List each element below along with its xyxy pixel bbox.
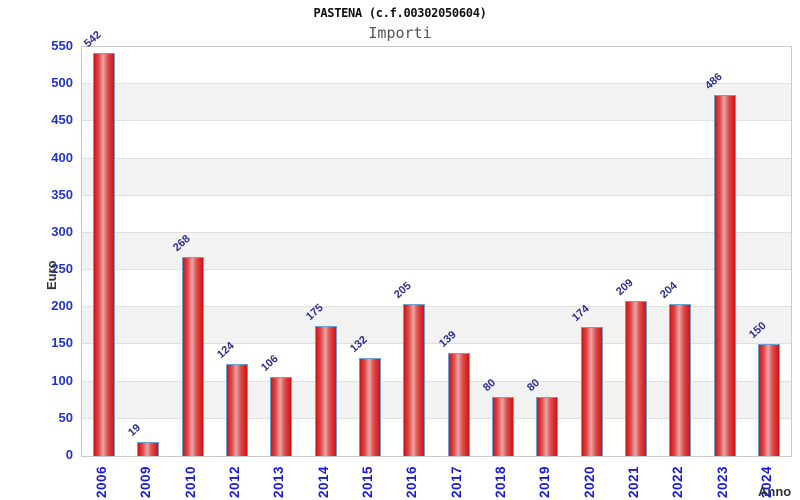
x-tick-label: 2016 (404, 465, 420, 498)
y-tick-label: 500 (51, 75, 73, 91)
y-tick-label: 450 (51, 112, 73, 128)
x-tick-label: 2017 (448, 465, 464, 498)
bar-2015 (359, 357, 382, 456)
y-tick-label: 550 (51, 38, 73, 53)
y-tick-label: 0 (65, 447, 73, 462)
x-tick-label: 2006 (94, 465, 110, 498)
x-tick-label: 2014 (315, 465, 331, 498)
bar-2017 (447, 352, 470, 456)
bar-2024 (757, 344, 780, 456)
y-tick-label: 200 (51, 298, 73, 314)
bar-2019 (536, 396, 559, 456)
x-tick-label: 2020 (581, 465, 597, 498)
bar-2020 (580, 326, 603, 456)
plot-area: 542 19 268 124 106 175 132 205 139 80 80 174 209 204 4… (81, 29, 792, 457)
bar-2010 (181, 256, 204, 456)
x-tick-label: 2015 (360, 465, 376, 498)
chart-title: PASTENA (c.f.00302050604) (313, 6, 487, 20)
gridline (82, 232, 791, 233)
x-tick-label: 2021 (625, 465, 641, 498)
bar-2021 (624, 300, 647, 456)
y-tick-label: 50 (58, 409, 73, 425)
bar-2014 (314, 325, 337, 456)
bar-2023 (713, 94, 736, 456)
x-tick-label: 2009 (138, 465, 154, 498)
grid-band (82, 47, 791, 85)
x-tick-label: 2013 (271, 465, 287, 498)
grid-band (82, 195, 791, 233)
gridline (82, 418, 791, 419)
gridline (82, 381, 791, 382)
x-tick-label: 2018 (492, 465, 508, 498)
y-tick-label: 100 (51, 372, 73, 388)
x-tick-label: 2010 (182, 465, 198, 498)
gridline (82, 83, 791, 84)
y-tick-label: 350 (51, 186, 73, 202)
bar-2018 (491, 396, 514, 456)
gridline (82, 158, 791, 159)
chart-subtitle: Importi (368, 24, 432, 42)
gridline (82, 120, 791, 121)
x-axis-title: Anno (758, 484, 792, 499)
y-axis-title: Euro (44, 260, 59, 290)
grid-band (82, 84, 791, 122)
grid-band (82, 121, 791, 159)
bar-2006 (93, 52, 116, 456)
gridline (82, 343, 791, 344)
bar-2022 (669, 304, 692, 456)
y-tick-label: 400 (51, 149, 73, 165)
bar-2013 (270, 377, 293, 456)
gridline (82, 195, 791, 196)
y-tick-label: 300 (51, 223, 73, 239)
bar-2009 (137, 441, 160, 456)
x-tick-label: 2023 (714, 465, 730, 498)
bar-2016 (403, 303, 426, 456)
x-tick-label: 2022 (670, 465, 686, 498)
grid-band (82, 158, 791, 196)
gridline (82, 306, 791, 307)
bar-2012 (226, 363, 249, 456)
y-tick-label: 150 (51, 335, 73, 351)
gridline (82, 269, 791, 270)
x-tick-label: 2019 (537, 465, 553, 498)
x-tick-label: 2012 (227, 465, 243, 498)
y-tick-label: 250 (51, 261, 73, 277)
